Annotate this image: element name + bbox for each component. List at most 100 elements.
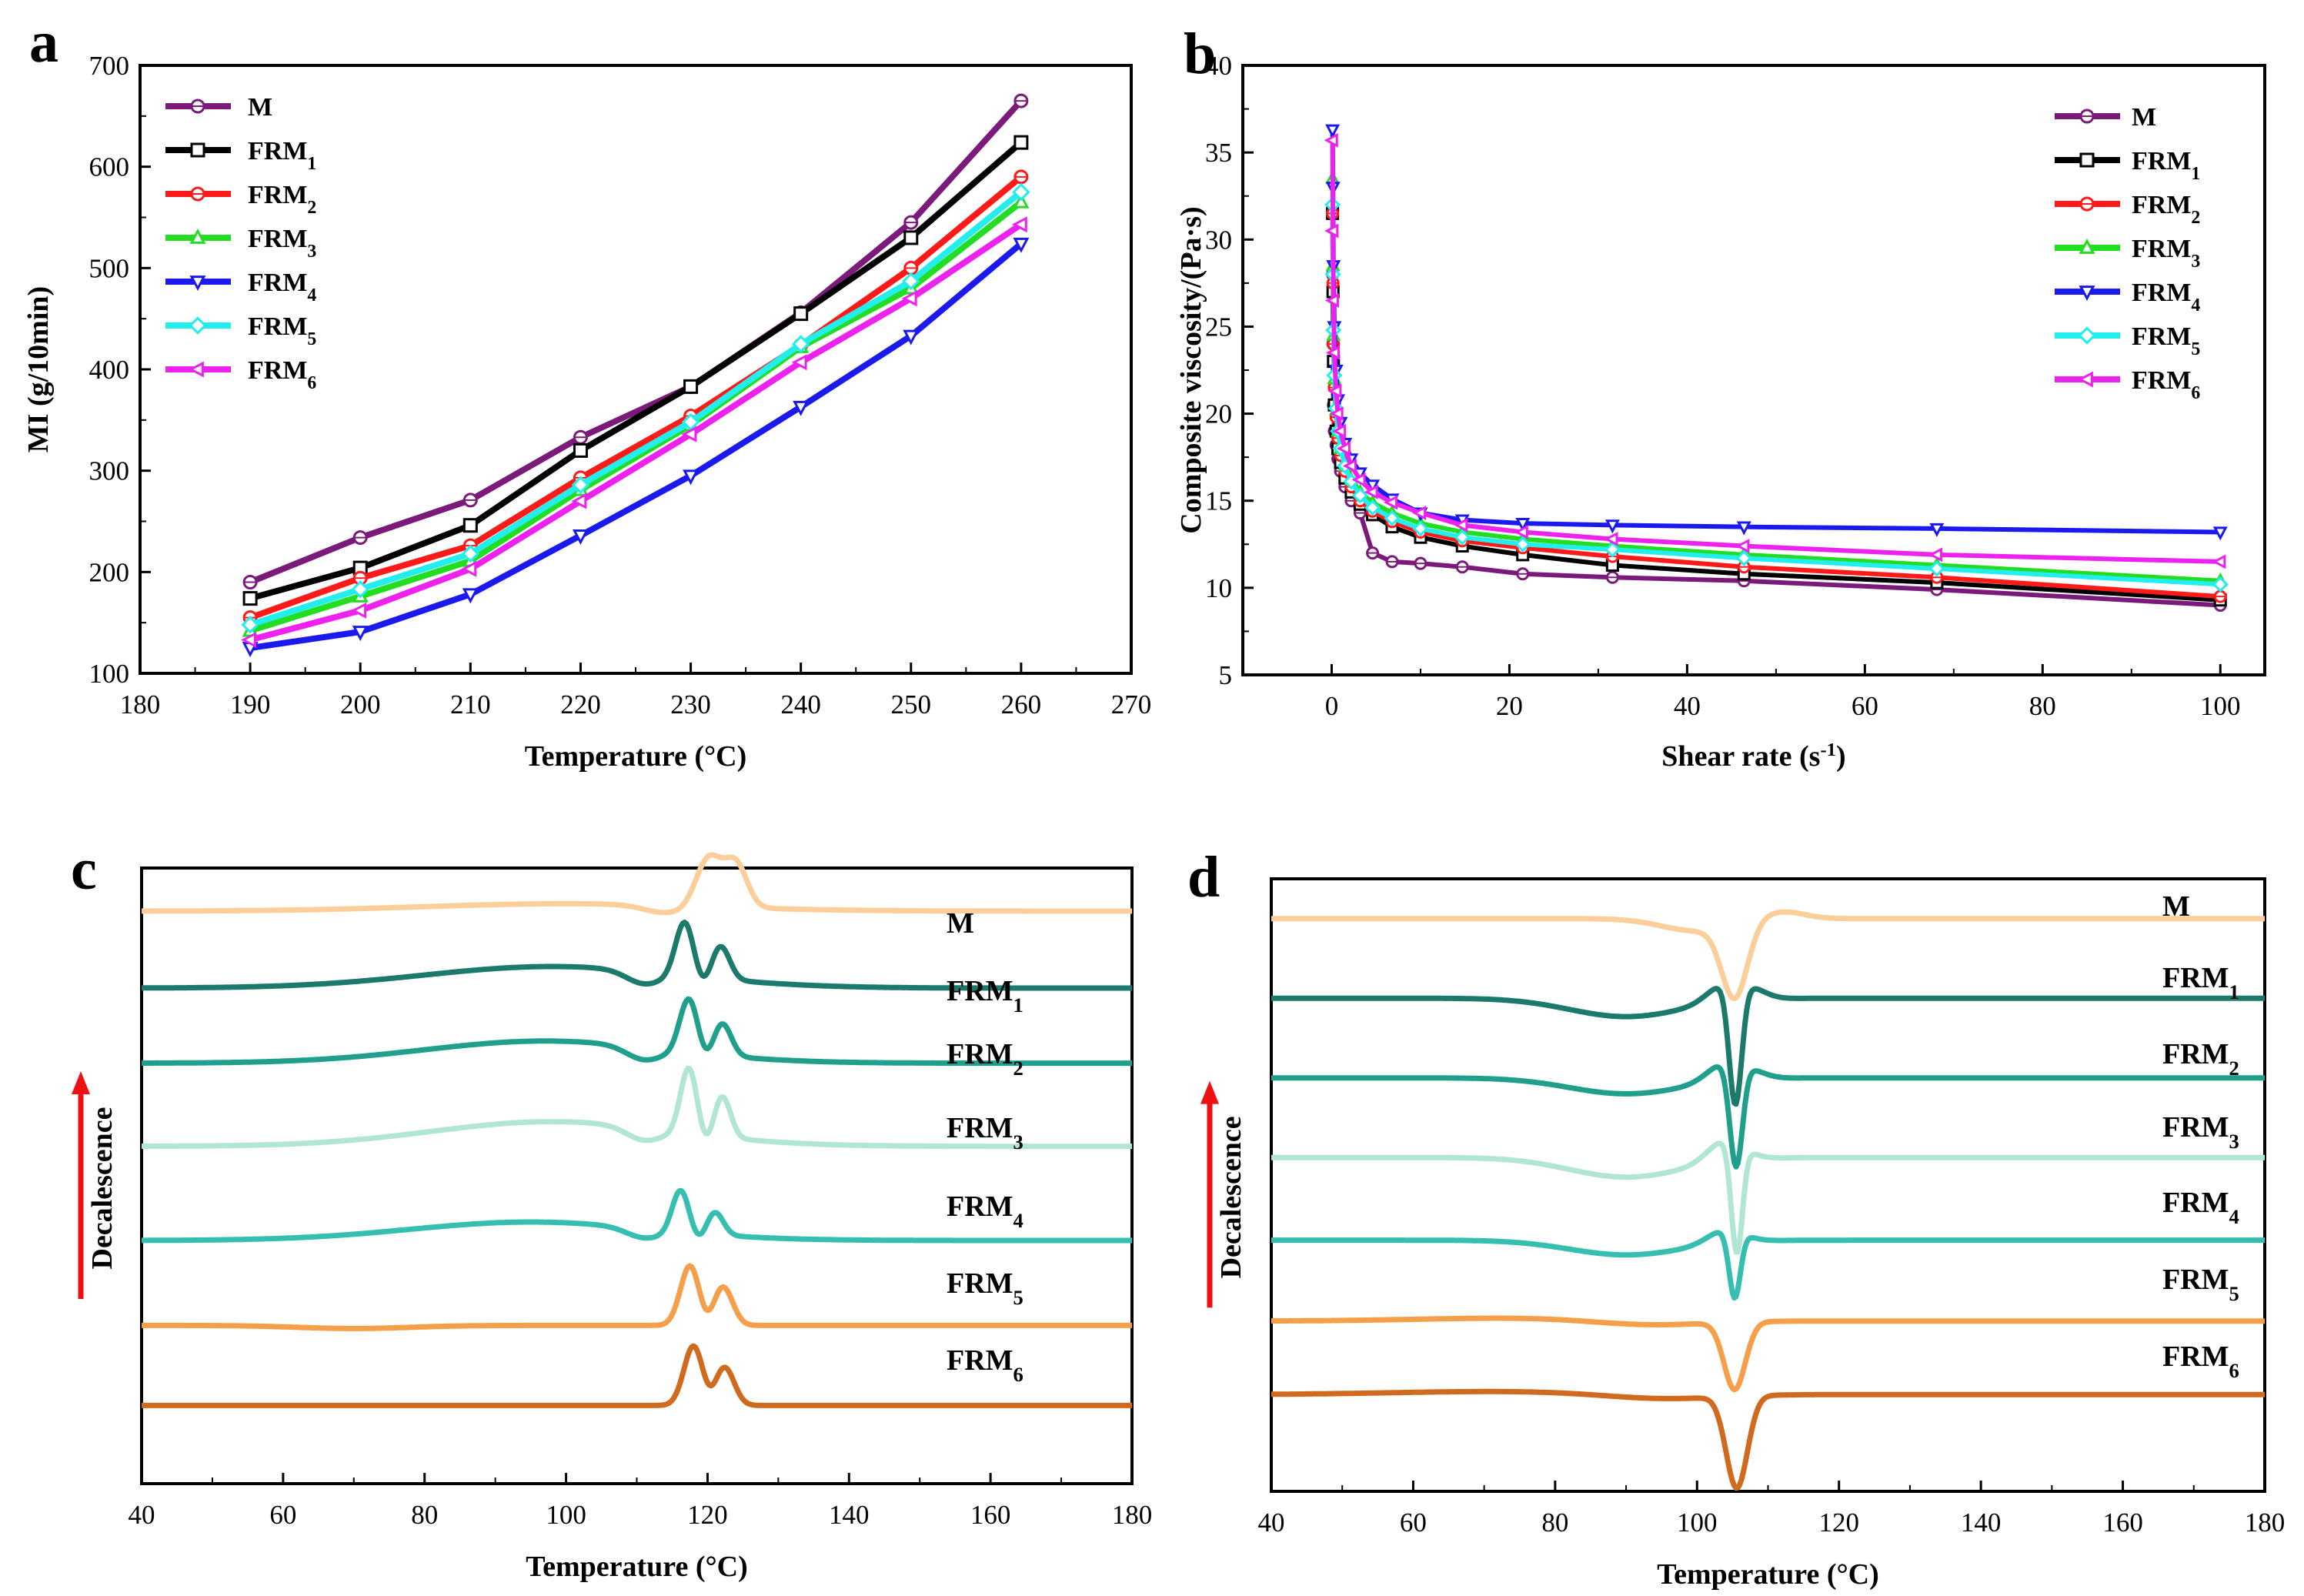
a-point-1-5 xyxy=(793,306,809,322)
b-point-6-2 xyxy=(1324,293,1339,308)
d-curve-label-0: M xyxy=(2162,890,2190,923)
b-point-5-18 xyxy=(2212,576,2229,593)
b-point-6-16 xyxy=(1735,539,1750,554)
b-point-5-15 xyxy=(1604,541,1621,558)
a-point-6-5 xyxy=(791,354,807,371)
a-point-1-6 xyxy=(903,230,919,245)
b-legend-marker-6 xyxy=(2077,371,2093,388)
a-xtick-label: 250 xyxy=(891,689,932,720)
a-series-line-2 xyxy=(249,174,1023,621)
c-curve-label-2: FRM2 xyxy=(947,1038,1023,1080)
d-xtick-label: 180 xyxy=(2245,1508,2286,1538)
b-xtick-label: 0 xyxy=(1325,691,1339,721)
b-point-5-14 xyxy=(1514,536,1531,553)
b-point-4-18 xyxy=(2212,526,2228,541)
c-curve-4 xyxy=(140,1187,1134,1244)
d-curve-label-5: FRM5 xyxy=(2162,1264,2239,1305)
c-xtick-label: 140 xyxy=(829,1500,870,1530)
b-legend-label-0: M xyxy=(2132,103,2156,132)
b-ytick-label: 40 xyxy=(1205,51,1232,81)
b-point-4-16 xyxy=(1736,521,1751,536)
c-curve-label-4: FRM4 xyxy=(947,1190,1023,1232)
c-curve-6 xyxy=(140,1343,1134,1408)
b-xtick-label: 80 xyxy=(2029,691,2056,721)
b-ylabel: Composite viscosity/(Pa·s) xyxy=(1175,206,1207,533)
a-point-5-6 xyxy=(902,272,920,291)
b-point-6-0 xyxy=(1324,132,1338,148)
a-point-6-7 xyxy=(1011,216,1027,233)
a-xtick-label: 270 xyxy=(1111,689,1152,720)
b-point-4-0 xyxy=(1325,124,1341,139)
a-legend-label-2: FRM2 xyxy=(248,181,316,218)
b-point-6-11 xyxy=(1384,495,1398,510)
b-point-6-6 xyxy=(1332,423,1347,439)
b-point-6-3 xyxy=(1326,345,1341,360)
c-plot-frame xyxy=(140,866,1134,1485)
b-point-4-14 xyxy=(1515,518,1531,533)
a-legend-marker-1 xyxy=(190,142,205,158)
d-xtick-label: 120 xyxy=(1818,1508,1859,1538)
a-legend-label-5: FRM5 xyxy=(248,312,316,349)
d-curve-2 xyxy=(1270,1064,2266,1170)
panel-letter-d: d xyxy=(1187,845,1220,910)
a-ytick-label: 100 xyxy=(89,659,130,689)
b-legend-label-5: FRM5 xyxy=(2132,322,2200,359)
a-series-line-4 xyxy=(249,241,1023,652)
a-ytick-label: 500 xyxy=(89,253,130,283)
d-curve-label-3: FRM3 xyxy=(2162,1111,2239,1153)
panel-b-chart: 0 20 40 60 80 100 5 10 15 20 25 30 35 40 Shear rate (s… xyxy=(1175,51,2266,773)
a-point-1-0 xyxy=(242,591,258,606)
panel-letter-a: a xyxy=(29,10,58,75)
c-curve-3 xyxy=(140,1065,1134,1150)
b-xtick-label: 100 xyxy=(2200,691,2241,721)
c-xtick-label: 180 xyxy=(1112,1500,1153,1530)
c-xtick-label: 120 xyxy=(687,1500,728,1530)
a-xtick-label: 230 xyxy=(670,689,711,720)
d-xlabel: Temperature (°C) xyxy=(1657,1558,1879,1591)
d-curve-1 xyxy=(1270,986,2266,1107)
d-curve-4 xyxy=(1270,1230,2266,1301)
d-xtick-label: 40 xyxy=(1258,1508,1285,1538)
c-xtick-label: 40 xyxy=(129,1500,155,1530)
b-point-6-12 xyxy=(1412,506,1427,521)
b-ytick-label: 10 xyxy=(1205,573,1232,603)
a-series-line-0 xyxy=(249,98,1023,586)
a-point-6-4 xyxy=(681,426,697,442)
b-point-6-4 xyxy=(1327,383,1342,399)
c-curve-label-5: FRM5 xyxy=(947,1267,1023,1309)
b-legend-label-2: FRM2 xyxy=(2132,191,2200,228)
a-legend-label-6: FRM6 xyxy=(248,356,316,393)
b-point-6-7 xyxy=(1336,441,1351,456)
b-point-5-16 xyxy=(1735,549,1752,566)
a-point-1-7 xyxy=(1013,135,1029,150)
d-curve-0 xyxy=(1270,909,2266,1002)
b-point-4-15 xyxy=(1604,519,1620,534)
b-xlabel: Shear rate (s-1) xyxy=(1661,740,1845,773)
a-point-4-6 xyxy=(903,329,920,346)
a-legend-marker-4 xyxy=(189,275,206,292)
d-curve-label-6: FRM6 xyxy=(2162,1341,2239,1382)
a-point-6-2 xyxy=(461,560,477,577)
a-point-6-3 xyxy=(571,492,587,509)
b-ytick-label: 5 xyxy=(1219,660,1233,690)
a-legend-marker-3 xyxy=(189,228,206,244)
b-ytick-label: 30 xyxy=(1205,225,1232,255)
d-arrowhead-icon xyxy=(1200,1080,1219,1104)
a-point-5-1 xyxy=(351,579,369,599)
c-curve-5 xyxy=(140,1263,1134,1331)
b-xtick-label: 40 xyxy=(1674,691,1701,721)
a-xtick-label: 190 xyxy=(230,689,271,720)
a-series-line-6 xyxy=(249,222,1023,643)
c-xtick-label: 60 xyxy=(269,1500,296,1530)
a-xtick-label: 240 xyxy=(780,689,821,720)
a-legend-marker-6 xyxy=(188,361,204,378)
a-xlabel: Temperature (°C) xyxy=(525,740,747,773)
a-point-5-5 xyxy=(791,335,810,353)
a-point-4-1 xyxy=(352,626,369,642)
a-xtick-label: 220 xyxy=(560,689,601,720)
c-arrowhead-icon xyxy=(72,1071,90,1094)
b-point-6-9 xyxy=(1351,472,1366,488)
a-point-1-4 xyxy=(683,379,699,394)
panel-letter-c: c xyxy=(71,837,97,902)
c-curve-label-6: FRM6 xyxy=(947,1344,1023,1386)
